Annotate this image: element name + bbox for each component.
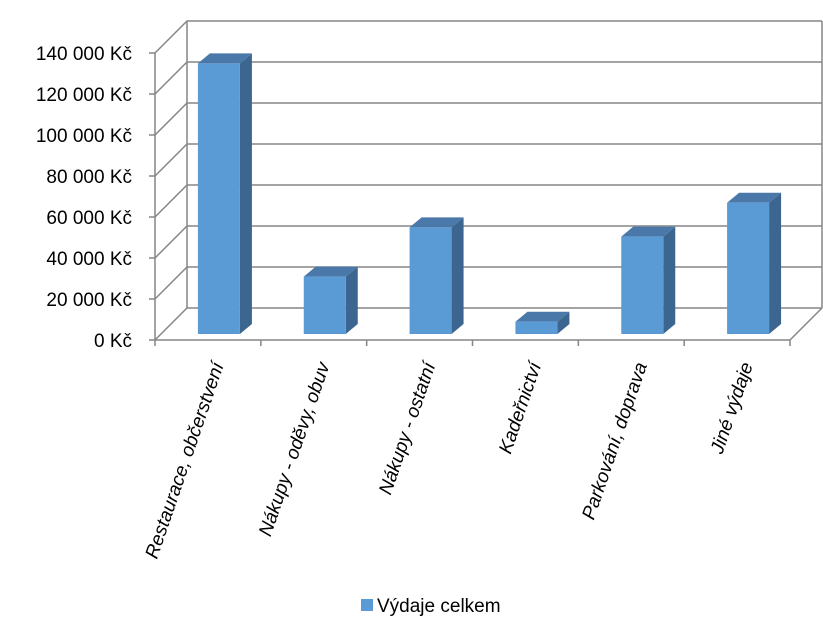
- y-tick-label: 40 000 Kč: [46, 249, 132, 270]
- bar-side: [769, 192, 782, 334]
- bar-side: [451, 217, 464, 334]
- x-axis-category-labels: Restaurace, občerstvení Nákupy - oděvy, o…: [142, 358, 758, 561]
- bar: [621, 226, 676, 334]
- gridline: [154, 20, 822, 54]
- bar-front: [621, 236, 664, 334]
- bar-top: [515, 311, 570, 322]
- y-tick-label: 120 000 Kč: [36, 85, 132, 106]
- y-tick-label: 20 000 Kč: [46, 290, 132, 311]
- legend-label: Výdaje celkem: [377, 596, 501, 617]
- gridline: [154, 102, 822, 136]
- y-tick-label: 0 Kč: [94, 331, 132, 352]
- gridline: [154, 225, 822, 259]
- x-category-label: Parkování, doprava: [578, 360, 651, 523]
- floor-right-edge: [789, 307, 823, 341]
- legend-swatch: [361, 599, 373, 611]
- gridline: [154, 184, 822, 218]
- bar: [197, 53, 252, 335]
- bar: [409, 217, 464, 334]
- bar-top: [303, 266, 358, 277]
- x-category-label: Restaurace, občerstvení: [142, 358, 229, 561]
- bar: [727, 192, 782, 334]
- bar: [303, 266, 358, 334]
- bar-side: [239, 53, 252, 335]
- bar-front: [197, 63, 240, 335]
- bar-side: [663, 226, 676, 334]
- bar-front: [303, 276, 346, 334]
- bar-top: [409, 217, 464, 228]
- y-tick-label: 80 000 Kč: [46, 167, 132, 188]
- y-tick-label: 140 000 Kč: [36, 44, 132, 65]
- x-category-label: Jiné výdaje: [707, 360, 758, 458]
- bar-top: [621, 226, 676, 237]
- x-category-label: Nákupy - ostatní: [375, 358, 440, 497]
- bar-top: [727, 192, 782, 203]
- bar: [515, 311, 570, 334]
- bar-front: [727, 202, 770, 334]
- x-category-label: Kadeřnictví: [495, 358, 546, 456]
- gridline: [154, 266, 822, 300]
- grid-layer: [149, 20, 823, 346]
- bar-top: [197, 53, 252, 64]
- y-tick-label: 100 000 Kč: [36, 126, 132, 147]
- bars-layer: [197, 53, 782, 335]
- x-category-label: Nákupy - oděvy, obuv: [255, 358, 335, 539]
- bar-side: [557, 311, 570, 334]
- gridline: [154, 61, 822, 95]
- bar-side: [345, 266, 358, 334]
- gridline: [154, 307, 822, 341]
- legend: Výdaje celkem: [361, 596, 501, 617]
- y-tick-label: 60 000 Kč: [46, 208, 132, 229]
- gridline: [154, 143, 822, 177]
- bar-front: [515, 321, 558, 334]
- bar-front: [409, 227, 452, 334]
- y-axis-tick-labels: 0 Kč 20 000 Kč 40 000 Kč 60 000 Kč 80 000 Kč…: [36, 44, 132, 352]
